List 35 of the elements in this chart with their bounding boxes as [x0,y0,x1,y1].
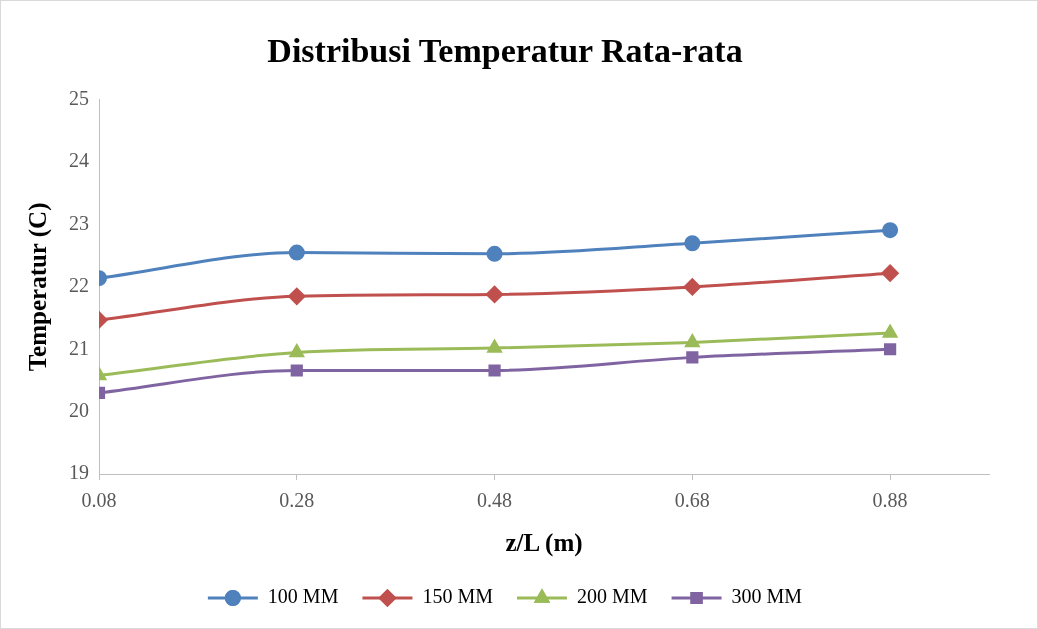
x-tick-label: 0.08 [81,489,117,512]
point [290,364,303,377]
y-tick-label: 25 [69,87,89,110]
x-tick-label: 0.28 [279,489,315,512]
point [486,245,503,262]
point [884,343,897,356]
y-tick-label: 19 [69,461,89,484]
chart-title: Distribusi Temperatur Rata-rata [267,32,743,70]
point [289,344,304,358]
point [881,264,899,282]
legend-label: 300 MM [731,585,803,608]
x-tick-label: 0.68 [674,489,710,512]
legend-label: 200 MM [577,585,648,608]
legend-label: 100 MM [267,585,339,608]
point [685,334,700,348]
point [683,278,701,296]
x-tick-label: 0.88 [872,489,908,512]
point [487,340,502,353]
y-tick-label: 24 [69,149,89,172]
point [882,222,899,239]
point [882,325,898,338]
x-tick-label: 0.48 [477,489,513,512]
point [686,351,699,364]
point [684,235,701,252]
y-tick-label: 22 [69,274,89,297]
y-axis-title: Temperatur (C) [24,202,53,372]
legend-label: 150 MM [422,585,494,608]
point [288,244,305,261]
point [486,285,504,303]
point [488,364,501,377]
point [288,287,306,305]
y-tick-label: 21 [69,336,89,359]
y-tick-label: 20 [69,398,89,421]
y-tick-label: 23 [69,211,89,234]
x-axis-title: z/L (m) [505,529,583,558]
